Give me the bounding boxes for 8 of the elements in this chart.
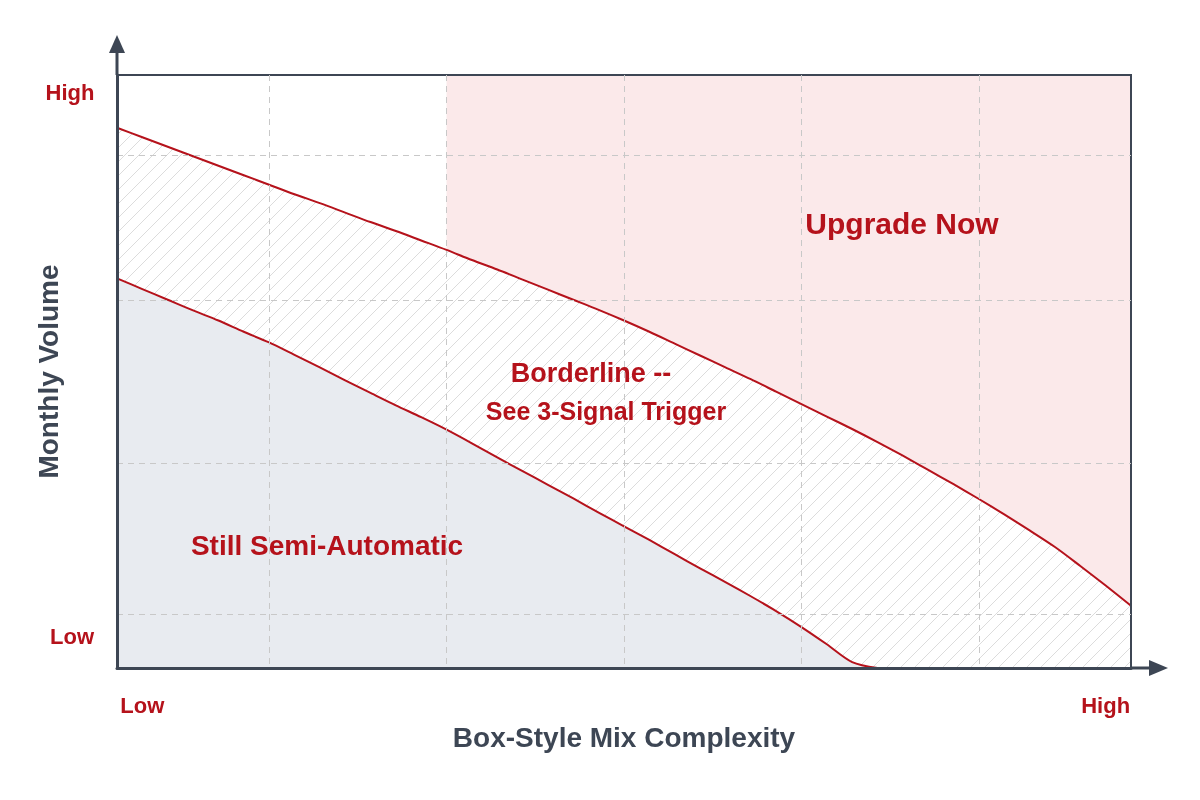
y-axis-title: Monthly Volume <box>32 264 64 479</box>
annotation: Still Semi-Automatic <box>190 529 464 561</box>
annotation: Borderline -- <box>510 358 672 388</box>
text: High <box>45 79 95 105</box>
text: Low <box>50 623 95 649</box>
annotation: See 3-Signal Trigger <box>485 397 727 425</box>
x-axis-title: Box-Style Mix Complexity <box>452 721 796 753</box>
annotation: Upgrade Now <box>805 206 1000 240</box>
